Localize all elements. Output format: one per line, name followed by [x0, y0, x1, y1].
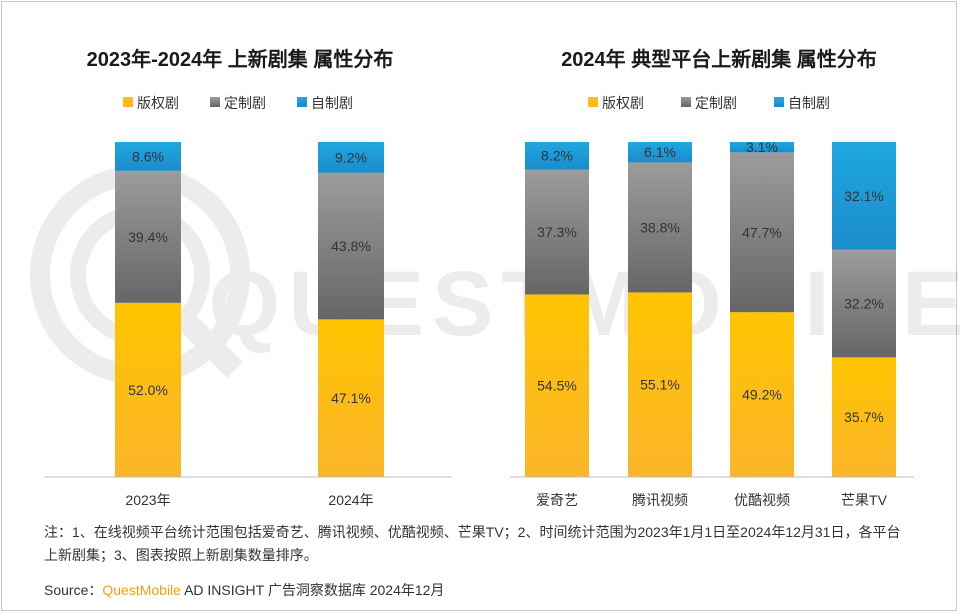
legend-swatch-self-made [297, 97, 307, 107]
bar-segment-custom [318, 172, 384, 320]
bar-segment-licensed [832, 357, 896, 477]
category-label: 2024年 [328, 492, 373, 508]
legend-label-custom: 定制剧 [695, 95, 737, 111]
data-label-licensed: 55.1% [640, 377, 680, 393]
data-label-self-made: 9.2% [335, 149, 367, 165]
data-label-licensed: 54.5% [537, 378, 577, 394]
bar-segment-custom [832, 249, 896, 358]
legend-swatch-licensed [123, 97, 133, 107]
bar-segment-licensed [628, 292, 692, 477]
legend-swatch-licensed [588, 97, 598, 107]
chart-right-legend: 版权剧 定制剧 自制剧 [588, 95, 830, 111]
source-prefix: Source： [44, 582, 103, 598]
bar-segment-licensed [318, 319, 384, 477]
bar-segment-custom [525, 169, 589, 295]
bar-segment-self-made [525, 142, 589, 170]
category-label: 爱奇艺 [536, 492, 578, 508]
category-label: 优酷视频 [734, 492, 790, 508]
category-label: 2023年 [125, 492, 170, 508]
data-label-custom: 38.8% [640, 219, 680, 235]
data-label-self-made: 3.1% [746, 139, 778, 155]
chart-left-plot: 52.0% 39.4% 8.6% 2023年 47.1% 43.8% 9.2% 2024年 [115, 142, 384, 508]
bar-segment-self-made [318, 142, 384, 173]
bar-segment-custom [730, 152, 794, 313]
bar-segment-licensed [525, 294, 589, 477]
chart-left: 2023年-2024年 上新剧集 属性分布 版权剧 定制剧 自制剧 52.0% 3… [44, 47, 452, 508]
category-label: 腾讯视频 [632, 492, 688, 508]
data-label-licensed: 47.1% [331, 390, 371, 406]
source-rest: AD INSIGHT 广告洞察数据库 2024年12月 [180, 582, 445, 598]
data-label-licensed: 49.2% [742, 387, 782, 403]
bar-segment-self-made [730, 142, 794, 153]
legend-swatch-self-made [774, 97, 784, 107]
bar-segment-custom [628, 162, 692, 293]
chart-right: 2024年 典型平台上新剧集 属性分布 版权剧 定制剧 自制剧 54.5% 37.… [510, 47, 914, 508]
source-line: Source：QuestMobile AD INSIGHT 广告洞察数据库 20… [44, 580, 444, 600]
legend-label-licensed: 版权剧 [602, 95, 644, 111]
chart-left-title: 2023年-2024年 上新剧集 属性分布 [87, 47, 394, 71]
footnote: 注：1、在线视频平台统计范围包括爱奇艺、腾讯视频、优酷视频、芒果TV；2、时间统… [44, 524, 901, 563]
data-label-self-made: 32.1% [844, 188, 884, 204]
data-label-custom: 37.3% [537, 224, 577, 240]
bar-segment-licensed [730, 312, 794, 477]
bar-segment-custom [115, 170, 181, 303]
data-label-custom: 47.7% [742, 224, 782, 240]
data-label-custom: 43.8% [331, 238, 371, 254]
bar-segment-licensed [115, 302, 181, 477]
legend-label-licensed: 版权剧 [137, 95, 179, 111]
legend-swatch-custom [681, 97, 691, 107]
legend-label-self-made: 自制剧 [788, 95, 830, 111]
data-label-self-made: 8.6% [132, 148, 164, 164]
data-label-custom: 32.2% [844, 295, 884, 311]
category-label: 芒果TV [841, 492, 888, 508]
source-brand: QuestMobile [102, 582, 181, 598]
data-label-custom: 39.4% [128, 229, 168, 245]
legend-label-custom: 定制剧 [224, 95, 266, 111]
bar-segment-self-made [628, 142, 692, 163]
chart-right-title: 2024年 典型平台上新剧集 属性分布 [561, 47, 877, 71]
data-label-self-made: 8.2% [541, 148, 573, 164]
chart-left-legend: 版权剧 定制剧 自制剧 [123, 95, 353, 111]
bar-segment-self-made [832, 142, 896, 250]
bar-segment-self-made [115, 142, 181, 171]
data-label-self-made: 6.1% [644, 144, 676, 160]
legend-swatch-custom [210, 97, 220, 107]
legend-label-self-made: 自制剧 [311, 95, 353, 111]
data-label-licensed: 35.7% [844, 409, 884, 425]
data-label-licensed: 52.0% [128, 382, 168, 398]
chart-right-plot: 54.5% 37.3% 8.2% 爱奇艺 55.1% 38.8% 6.1% 腾讯视频 49.2%… [525, 139, 896, 508]
